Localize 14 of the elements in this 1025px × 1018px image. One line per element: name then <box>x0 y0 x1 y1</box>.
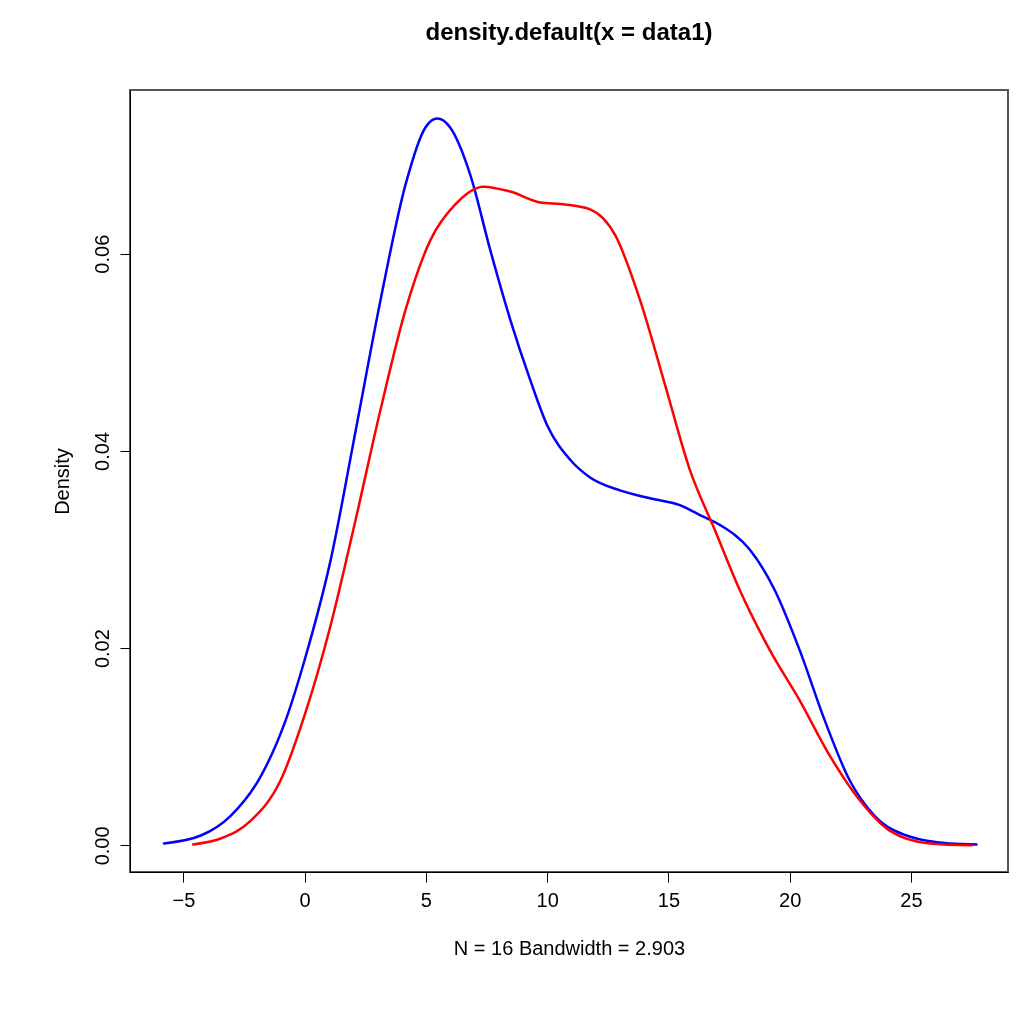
y-tick-label: 0.04 <box>90 431 113 471</box>
x-axis-title: N = 16 Bandwidth = 2.903 <box>453 936 686 959</box>
x-tick-label: 5 <box>420 888 432 911</box>
x-tick-label: 0 <box>299 888 311 911</box>
y-tick-label: 0.06 <box>90 234 113 274</box>
x-tick-label: 25 <box>900 888 923 911</box>
x-tick-label: 20 <box>779 888 802 911</box>
x-tick-label: 15 <box>657 888 681 911</box>
y-tick-label: 0.02 <box>90 629 113 669</box>
chart-title: density.default(x = data1) <box>425 18 713 45</box>
x-tick-label: 10 <box>536 888 559 911</box>
y-axis-title: Density <box>50 448 73 515</box>
y-tick-label: 0.00 <box>90 826 113 866</box>
x-tick-label: −5 <box>172 888 196 911</box>
